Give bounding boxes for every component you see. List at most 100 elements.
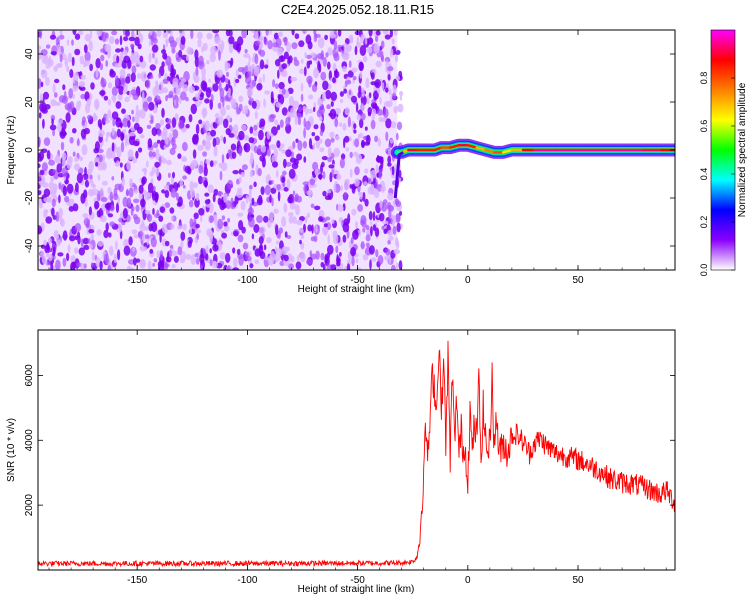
noise-blob: [126, 188, 129, 196]
noise-blob: [90, 82, 95, 90]
noise-blob: [251, 197, 255, 206]
noise-blob: [362, 55, 368, 63]
noise-blob: [309, 178, 316, 186]
noise-blob: [237, 36, 244, 46]
noise-blob: [292, 100, 300, 110]
noise-blob: [166, 159, 172, 166]
noise-blob: [186, 46, 193, 55]
noise-blob: [209, 160, 214, 167]
noise-blob: [370, 183, 375, 193]
noise-blob: [69, 235, 76, 242]
noise-blob: [133, 198, 140, 204]
noise-blob: [102, 180, 108, 186]
noise-blob: [170, 40, 177, 48]
noise-blob: [84, 33, 92, 42]
noise-blob: [259, 243, 263, 250]
noise-blob: [333, 182, 337, 193]
noise-blob: [336, 261, 341, 267]
y-tick-label: 0: [24, 147, 35, 153]
noise-blob: [263, 98, 266, 108]
noise-blob: [264, 184, 271, 196]
noise-blob: [238, 130, 245, 141]
noise-blob: [155, 80, 159, 86]
noise-blob: [203, 139, 207, 147]
noise-blob: [377, 254, 384, 265]
colorbar-tick-label: 0.0: [699, 264, 709, 277]
noise-blob: [134, 189, 139, 194]
noise-blob: [109, 191, 114, 203]
noise-blob: [243, 144, 248, 151]
noise-blob: [104, 203, 111, 210]
noise-blob: [79, 81, 86, 88]
noise-blob: [154, 95, 161, 103]
noise-blob: [387, 192, 394, 201]
noise-blob: [196, 31, 203, 40]
noise-blob: [169, 207, 175, 214]
noise-blob: [106, 132, 109, 139]
noise-blob: [388, 143, 393, 149]
noise-blob: [97, 174, 101, 181]
noise-blob: [207, 184, 214, 194]
noise-blob: [140, 198, 146, 208]
noise-blob: [251, 100, 257, 109]
noise-blob: [78, 247, 86, 256]
noise-blob: [128, 267, 135, 270]
noise-blob: [40, 81, 44, 88]
noise-blob: [83, 244, 90, 250]
noise-blob: [57, 119, 64, 125]
noise-blob: [372, 224, 377, 232]
noise-blob: [230, 143, 237, 151]
noise-blob: [97, 240, 104, 247]
noise-blob: [39, 169, 45, 176]
noise-blob: [269, 194, 272, 204]
noise-blob: [197, 144, 204, 151]
noise-blob: [285, 149, 292, 158]
noise-blob: [249, 126, 254, 134]
noise-blob: [72, 128, 77, 134]
noise-blob: [285, 123, 292, 134]
noise-blob: [290, 77, 298, 82]
noise-blob: [322, 171, 326, 180]
noise-blob: [143, 226, 150, 231]
snr-x-ticks: -150 -100 -50 0 50: [48, 330, 667, 586]
noise-blob: [367, 107, 373, 115]
noise-blob: [370, 119, 376, 130]
noise-blob: [344, 135, 350, 143]
noise-blob: [245, 252, 250, 258]
noise-blob: [148, 52, 152, 63]
noise-blob: [385, 87, 389, 93]
noise-blob: [368, 210, 373, 221]
noise-blob: [357, 134, 361, 140]
noise-blob: [43, 239, 47, 246]
noise-blob: [373, 90, 379, 100]
noise-blob: [223, 193, 228, 203]
noise-blob: [120, 132, 124, 142]
noise-blob: [247, 61, 251, 68]
noise-blob: [50, 51, 57, 56]
noise-blob: [318, 216, 324, 222]
noise-blob: [52, 83, 56, 94]
noise-blob: [172, 129, 179, 139]
noise-blob: [88, 40, 93, 52]
noise-blob: [58, 194, 61, 204]
noise-blob: [370, 72, 375, 80]
noise-blob: [240, 171, 246, 178]
noise-blob: [121, 177, 125, 187]
noise-blob: [311, 132, 316, 137]
noise-blob: [155, 122, 161, 129]
noise-blob: [244, 49, 248, 54]
noise-blob: [377, 137, 381, 147]
noise-blob: [189, 225, 192, 236]
noise-blob: [118, 123, 123, 127]
noise-blob: [156, 139, 161, 144]
noise-blob: [203, 166, 208, 177]
noise-blob: [366, 134, 371, 145]
noise-blob: [117, 249, 121, 261]
noise-blob: [151, 221, 158, 233]
noise-blob: [200, 214, 203, 223]
noise-blob: [249, 184, 253, 190]
noise-blob: [327, 244, 334, 255]
noise-blob: [129, 90, 132, 98]
noise-blob: [265, 30, 269, 36]
noise-blob: [116, 146, 122, 158]
